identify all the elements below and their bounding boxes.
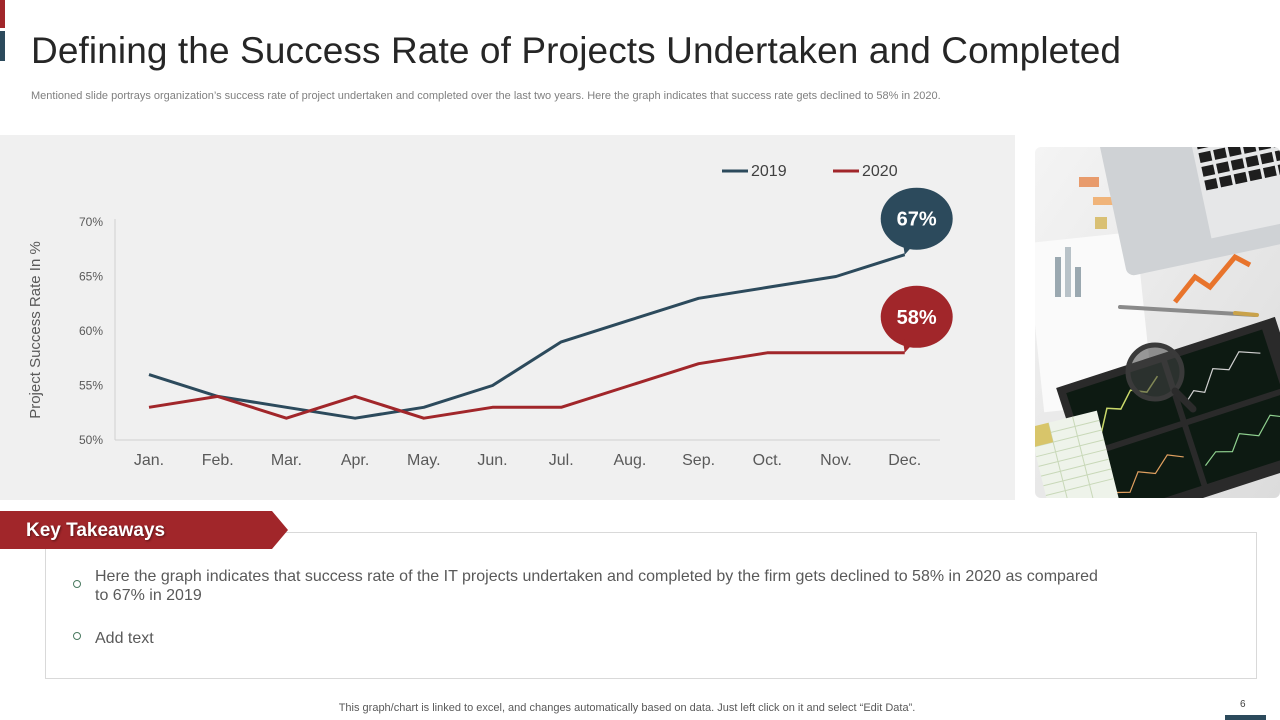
bullet-marker — [73, 632, 81, 640]
callout-pointer-2020 — [902, 338, 914, 353]
y-tick-label: 60% — [79, 324, 103, 338]
y-tick-label: 70% — [79, 215, 103, 229]
callout-bubble-2020 — [880, 285, 953, 348]
key-takeaways-box — [45, 532, 1257, 679]
callout-bubble-2019 — [880, 187, 953, 250]
callout-label-2020: 58% — [897, 307, 937, 329]
x-tick-label: May. — [407, 452, 440, 469]
y-tick-label: 50% — [79, 433, 103, 447]
x-tick-label: Jun. — [477, 452, 507, 469]
callout-label-2019: 67% — [897, 209, 937, 231]
x-tick-label: Aug. — [613, 452, 646, 469]
legend-label-2020: 2020 — [862, 163, 898, 180]
bullet-marker — [73, 580, 81, 588]
callout-pointer-2019 — [902, 240, 914, 255]
x-tick-label: Mar. — [271, 452, 302, 469]
key-takeaways-heading: Key Takeaways — [26, 520, 166, 541]
accent-bar-red — [0, 0, 5, 28]
page-number-bar — [1225, 715, 1266, 720]
x-tick-label: Jul. — [549, 452, 574, 469]
desk-laptop-charts-photo — [1035, 147, 1280, 498]
line-chart[interactable]: Project Success Rate In % 50% 55% 60% 65% 70… — [0, 135, 1015, 500]
series-line-2020[interactable] — [148, 351, 905, 420]
y-tick-label: 65% — [79, 270, 103, 284]
series-line-2019[interactable] — [148, 253, 906, 420]
footer-note: This graph/chart is linked to excel, and… — [338, 702, 916, 714]
x-tick-label: Feb. — [202, 452, 234, 469]
slide-title: Defining the Success Rate of Projects Un… — [31, 30, 1122, 71]
x-tick-label: Apr. — [341, 452, 369, 469]
y-axis-label: Project Success Rate In % — [27, 241, 44, 419]
legend-label-2019: 2019 — [751, 163, 787, 180]
x-tick-label: Dec. — [888, 452, 921, 469]
x-tick-label: Nov. — [820, 452, 852, 469]
takeaway-item-2[interactable]: Add text — [95, 630, 154, 647]
x-tick-label: Oct. — [753, 452, 782, 469]
slide-subtitle: Mentioned slide portrays organization’s … — [31, 90, 941, 102]
page-number: 6 — [1240, 699, 1246, 710]
x-tick-label: Sep. — [682, 452, 715, 469]
key-takeaways-tab: Key Takeaways — [0, 511, 288, 549]
takeaway-item-1: Here the graph indicates that success ra… — [95, 568, 1098, 604]
accent-bar-blue — [0, 31, 5, 61]
x-tick-label: Jan. — [134, 452, 164, 469]
chart-panel[interactable]: Project Success Rate In % 50% 55% 60% 65% 70… — [0, 135, 1015, 500]
y-tick-label: 55% — [79, 379, 103, 393]
